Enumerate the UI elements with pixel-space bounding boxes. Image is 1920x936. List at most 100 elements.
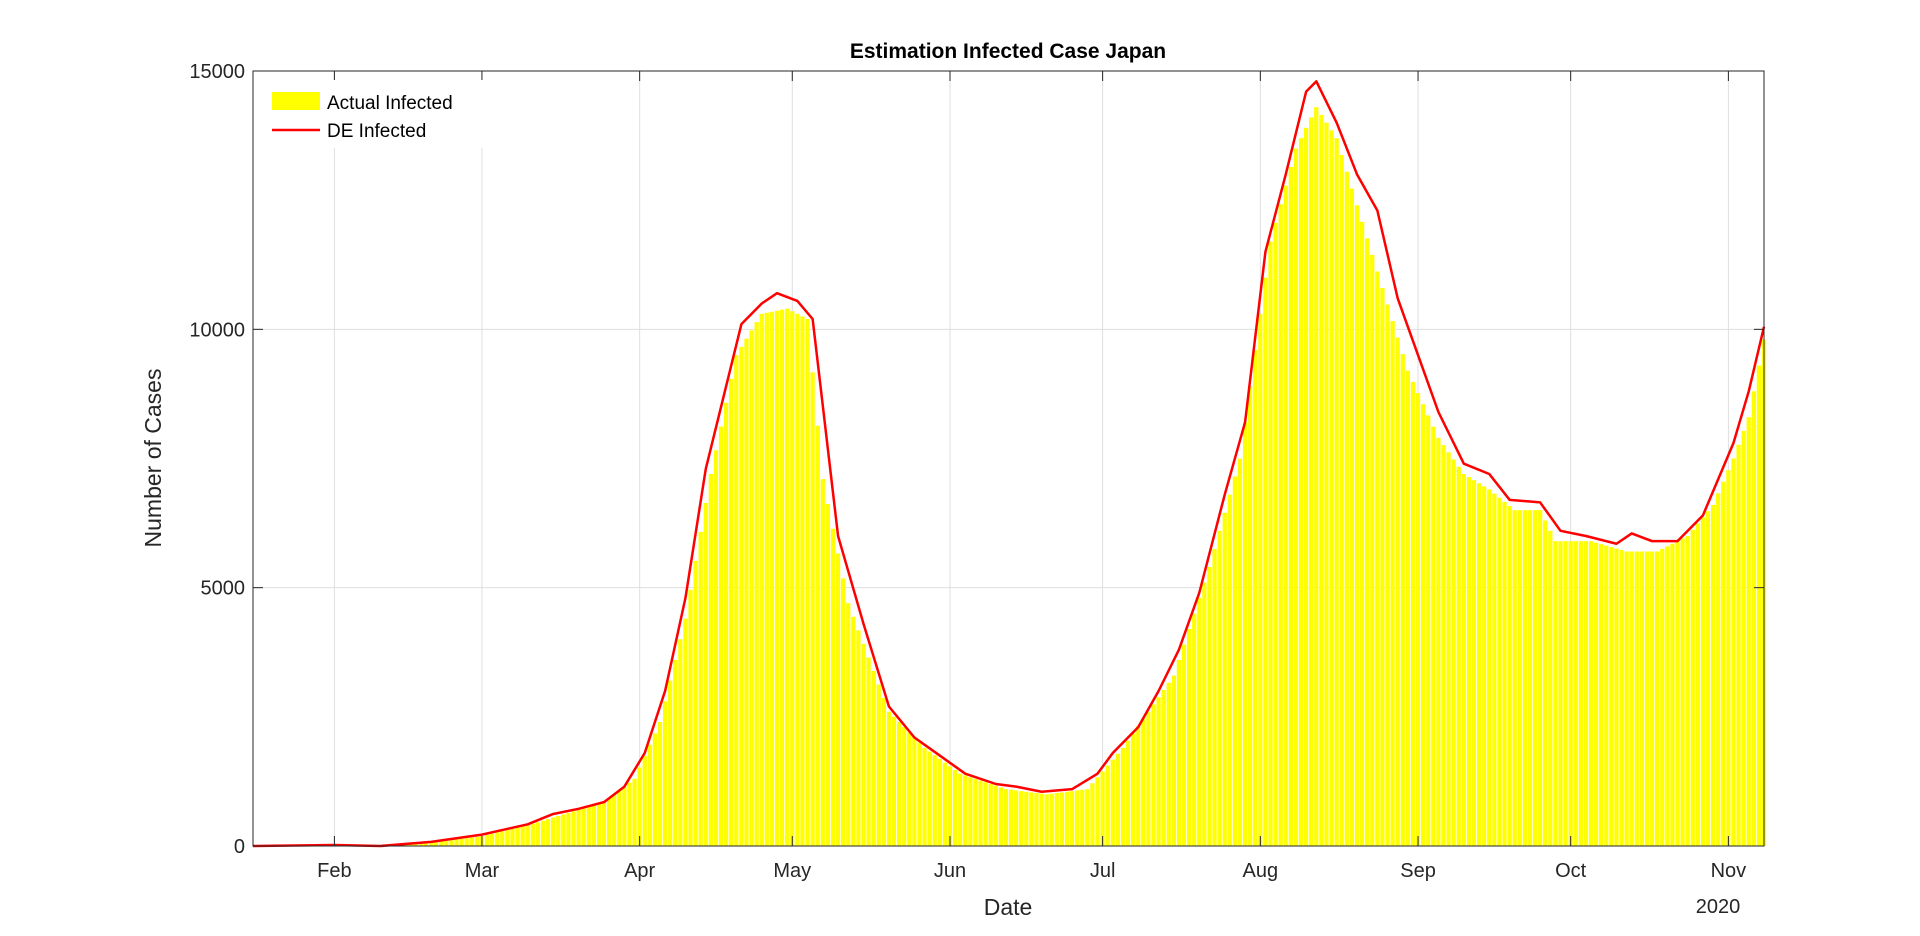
chart-title: Estimation Infected Case Japan (850, 40, 1166, 63)
bar-actual-infected (551, 817, 556, 846)
bar-actual-infected (1588, 541, 1594, 846)
bar-actual-infected (729, 378, 734, 846)
bar-actual-infected (1141, 718, 1146, 846)
bar-actual-infected (413, 843, 418, 846)
bar-actual-infected (993, 785, 998, 846)
bar-actual-infected (1466, 477, 1472, 846)
bar-actual-infected (1756, 365, 1762, 846)
legend-label-actual-infected: Actual Infected (327, 93, 453, 114)
y-axis-label: Number of Cases (140, 369, 166, 548)
bar-actual-infected (586, 806, 591, 846)
bar-actual-infected (1161, 689, 1166, 846)
bar-actual-infected (1080, 789, 1085, 846)
bar-actual-infected (1614, 548, 1619, 846)
bar-actual-infected (932, 755, 937, 846)
bar-actual-infected (698, 531, 703, 846)
bar-actual-infected (1054, 793, 1059, 846)
bar-actual-infected (1013, 790, 1019, 846)
bar-actual-infected (408, 844, 413, 846)
bar-actual-infected (835, 553, 841, 846)
x-tick-label: Nov (1711, 860, 1747, 882)
bar-actual-infected (713, 450, 719, 846)
bar-actual-infected (403, 844, 408, 846)
bar-actual-infected (1492, 493, 1497, 846)
bar-actual-infected (952, 769, 958, 846)
bar-actual-infected (439, 841, 444, 846)
bar-actual-infected (739, 346, 744, 846)
bar-series-actual-infected (255, 107, 1767, 847)
bar-actual-infected (1512, 510, 1517, 846)
bar-actual-infected (1395, 337, 1400, 846)
bar-actual-infected (805, 319, 810, 846)
bar-actual-infected (1538, 510, 1543, 846)
bar-actual-infected (963, 775, 968, 846)
bar-actual-infected (637, 767, 642, 846)
bar-actual-infected (881, 698, 886, 846)
bar-actual-infected (902, 727, 907, 846)
bar-actual-infected (734, 355, 739, 846)
bar-actual-infected (790, 311, 795, 846)
bar-actual-infected (1100, 771, 1105, 846)
bar-actual-infected (1568, 541, 1573, 846)
bar-actual-infected (540, 820, 546, 846)
bar-actual-infected (1390, 321, 1395, 846)
bar-actual-infected (1192, 613, 1197, 846)
bar-actual-infected (1151, 704, 1156, 846)
bar-actual-infected (820, 479, 825, 846)
bar-actual-infected (622, 786, 627, 846)
bar-actual-infected (612, 794, 617, 846)
bar-actual-infected (1136, 726, 1141, 846)
bar-actual-infected (983, 782, 988, 846)
bar-actual-infected (1446, 452, 1451, 846)
bar-actual-infected (1049, 793, 1054, 846)
bar-actual-infected (1329, 130, 1334, 847)
bar-actual-infected (1131, 733, 1136, 846)
bar-actual-infected (1319, 114, 1324, 847)
bar-actual-infected (1171, 675, 1176, 846)
legend-swatch-actual-infected (272, 92, 320, 110)
bar-actual-infected (561, 814, 566, 846)
bar-actual-infected (754, 322, 759, 847)
bar-actual-infected (1741, 430, 1746, 846)
bar-actual-infected (1283, 185, 1288, 846)
bar-actual-infected (1461, 474, 1466, 846)
bar-actual-infected (1563, 541, 1568, 846)
bar-actual-infected (1619, 550, 1624, 846)
bar-actual-infected (917, 742, 922, 846)
bar-actual-infected (1034, 793, 1039, 846)
bar-actual-infected (1222, 512, 1227, 846)
x-tick-label: Mar (465, 860, 500, 882)
bar-actual-infected (1649, 551, 1655, 846)
bar-actual-infected (510, 828, 515, 846)
bar-actual-infected (759, 313, 764, 847)
bar-actual-infected (1309, 117, 1314, 846)
y-tick-label: 10000 (189, 319, 245, 341)
bar-actual-infected (1105, 765, 1110, 846)
bar-actual-infected (1726, 470, 1731, 847)
bar-actual-infected (851, 616, 856, 846)
x-tick-label: May (773, 860, 811, 882)
bar-actual-infected (1242, 422, 1248, 846)
bar-actual-infected (1227, 494, 1232, 846)
bar-actual-infected (708, 474, 714, 846)
bar-actual-infected (1532, 510, 1538, 846)
line-series-de-infected (252, 80, 1766, 848)
bar-actual-infected (1624, 551, 1629, 846)
bar-actual-infected (891, 716, 897, 846)
bar-actual-infected (1186, 629, 1192, 846)
bar-actual-infected (647, 744, 652, 846)
bar-actual-infected (1298, 138, 1304, 847)
bar-actual-infected (998, 787, 1003, 846)
bar-actual-infected (1075, 790, 1080, 846)
bar-actual-infected (1069, 791, 1075, 846)
bar-actual-infected (764, 312, 769, 846)
bar-actual-infected (484, 834, 490, 846)
x-tick-label: Apr (624, 860, 655, 882)
bar-actual-infected (454, 839, 459, 846)
bar-actual-infected (1456, 466, 1461, 846)
bar-actual-infected (1293, 148, 1299, 846)
plot-area-background (253, 71, 1764, 846)
bar-actual-infected (606, 798, 612, 846)
bar-actual-infected (489, 833, 495, 846)
bar-actual-infected (1593, 542, 1599, 846)
